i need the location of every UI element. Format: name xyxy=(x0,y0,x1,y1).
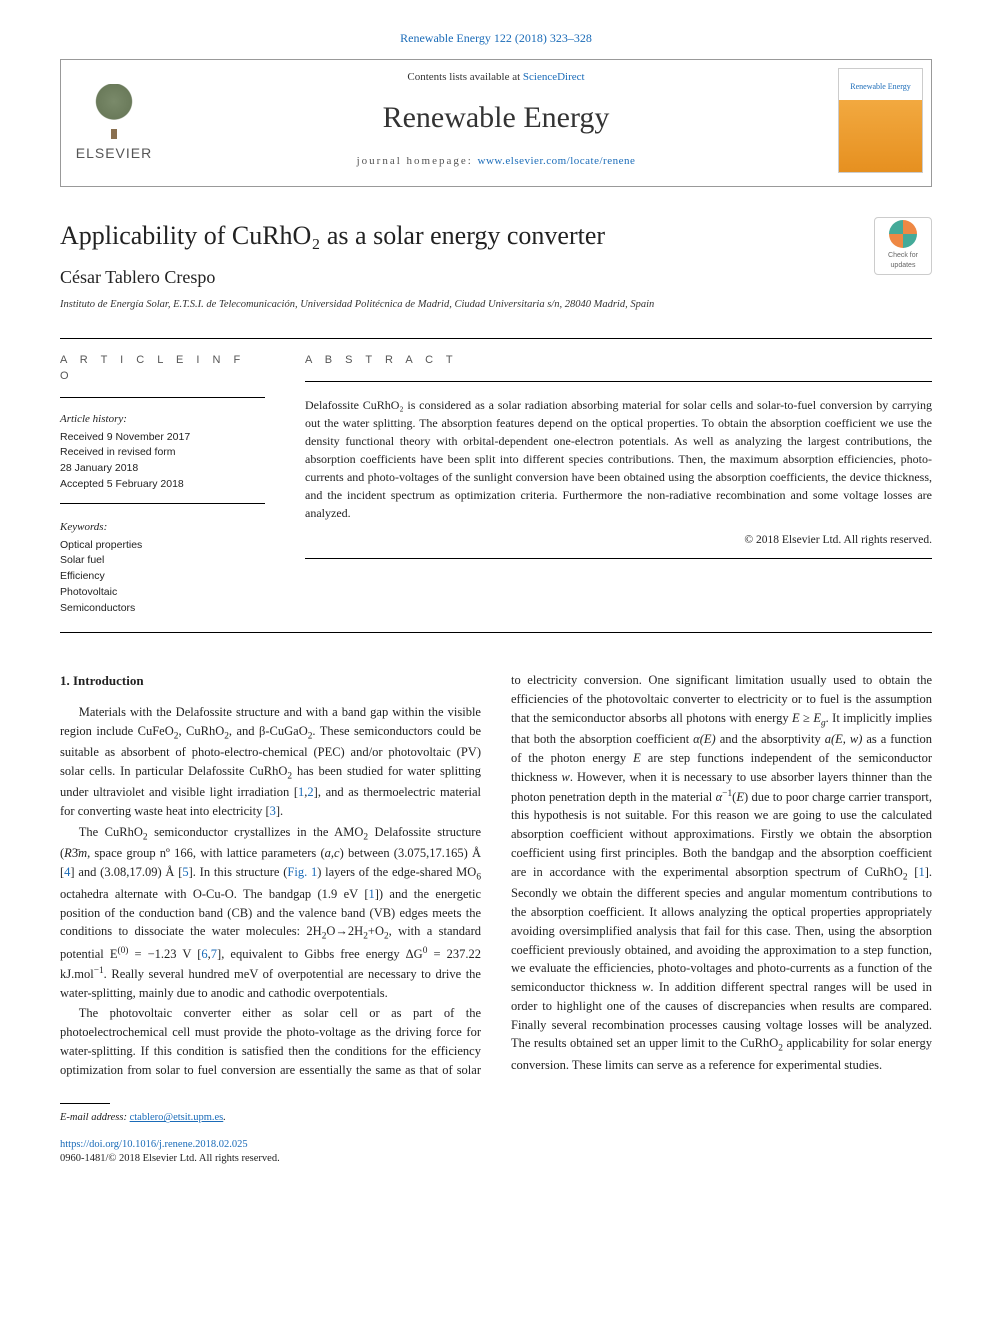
doi-link[interactable]: https://doi.org/10.1016/j.renene.2018.02… xyxy=(60,1139,248,1150)
crossmark-icon xyxy=(889,220,917,248)
journal-cover-thumbnail[interactable]: Renewable Energy xyxy=(838,68,923,173)
publisher-name: ELSEVIER xyxy=(76,143,152,163)
abstract-text: Delafossite CuRhO₂ is considered as a so… xyxy=(305,396,932,522)
keyword: Optical properties xyxy=(60,538,265,554)
author-affiliation: Instituto de Energía Solar, E.T.S.I. de … xyxy=(60,297,654,312)
citation-link[interactable]: 4 xyxy=(64,865,70,879)
article-title: Applicability of CuRhO₂ as a solar energ… xyxy=(60,217,654,255)
history-item: Received 9 November 2017 xyxy=(60,430,265,446)
elsevier-tree-icon xyxy=(84,79,144,139)
citation-link[interactable]: 2 xyxy=(307,785,313,799)
publisher-logo[interactable]: ELSEVIER xyxy=(69,68,159,163)
homepage-prefix: journal homepage: xyxy=(357,155,478,167)
divider xyxy=(60,632,932,633)
divider xyxy=(60,397,265,398)
article-history-label: Article history: xyxy=(60,412,265,428)
journal-header: ELSEVIER Renewable Energy Contents lists… xyxy=(60,59,932,186)
corresponding-footnote: E-mail address: ctablero@etsit.upm.es. xyxy=(60,1110,932,1125)
author-name: César Tablero Crespo xyxy=(60,264,654,290)
contents-prefix: Contents lists available at xyxy=(407,71,522,83)
article-meta-footer: https://doi.org/10.1016/j.renene.2018.02… xyxy=(60,1138,932,1167)
history-item: 28 January 2018 xyxy=(60,461,265,477)
divider xyxy=(305,381,932,382)
body-paragraph: Materials with the Delafossite structure… xyxy=(60,703,481,821)
article-info-heading: A R T I C L E I N F O xyxy=(60,353,265,385)
issn-copyright: 0960-1481/© 2018 Elsevier Ltd. All right… xyxy=(60,1153,280,1164)
crossmark-badge[interactable]: Check for updates xyxy=(874,217,932,275)
citation-link[interactable]: 1 xyxy=(369,887,375,901)
keyword: Semiconductors xyxy=(60,601,265,617)
cover-title: Renewable Energy xyxy=(850,82,911,91)
citation-link[interactable]: 6 xyxy=(201,947,207,961)
history-item: Accepted 5 February 2018 xyxy=(60,477,265,493)
citation-link[interactable]: 5 xyxy=(182,865,188,879)
body-paragraph: The CuRhO2 semiconductor crystallizes in… xyxy=(60,823,481,1003)
footnote-divider xyxy=(60,1103,110,1104)
abstract-heading: A B S T R A C T xyxy=(305,353,932,369)
keyword: Photovoltaic xyxy=(60,585,265,601)
article-info-block: A R T I C L E I N F O Article history: R… xyxy=(60,353,265,617)
keyword: Efficiency xyxy=(60,569,265,585)
abstract-block: A B S T R A C T Delafossite CuRhO₂ is co… xyxy=(305,353,932,617)
journal-title: Renewable Energy xyxy=(61,96,931,140)
section-heading: 1. Introduction xyxy=(60,671,481,691)
divider xyxy=(305,558,932,559)
journal-homepage-line: journal homepage: www.elsevier.com/locat… xyxy=(61,154,931,170)
author-email-link[interactable]: ctablero@etsit.upm.es xyxy=(130,1112,224,1123)
divider xyxy=(60,503,265,504)
history-item: Received in revised form xyxy=(60,445,265,461)
citation-link[interactable]: 3 xyxy=(270,804,276,818)
keywords-label: Keywords: xyxy=(60,520,265,536)
citation-link[interactable]: 7 xyxy=(211,947,217,961)
divider xyxy=(60,338,932,339)
keyword: Solar fuel xyxy=(60,553,265,569)
crossmark-label-1: Check for xyxy=(888,251,918,261)
figure-link[interactable]: Fig. 1 xyxy=(287,865,317,879)
homepage-link[interactable]: www.elsevier.com/locate/renene xyxy=(478,155,636,167)
contents-list-line: Contents lists available at ScienceDirec… xyxy=(61,70,931,86)
journal-reference[interactable]: Renewable Energy 122 (2018) 323–328 xyxy=(60,30,932,47)
abstract-copyright: © 2018 Elsevier Ltd. All rights reserved… xyxy=(305,532,932,549)
citation-link[interactable]: 1 xyxy=(918,865,924,879)
footnote-label: E-mail address: xyxy=(60,1112,130,1123)
article-body: 1. Introduction Materials with the Delaf… xyxy=(60,671,932,1079)
citation-link[interactable]: 1 xyxy=(298,785,304,799)
sciencedirect-link[interactable]: ScienceDirect xyxy=(523,71,585,83)
crossmark-label-2: updates xyxy=(891,261,916,271)
